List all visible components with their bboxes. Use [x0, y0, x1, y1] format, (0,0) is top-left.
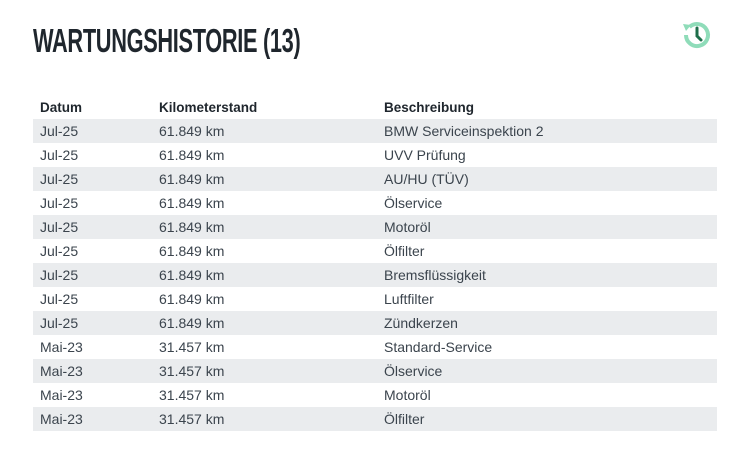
cell-description: AU/HU (TÜV)	[384, 171, 469, 187]
cell-description: Luftfilter	[384, 291, 434, 307]
cell-description: Zündkerzen	[384, 315, 458, 331]
cell-description: Standard-Service	[384, 339, 493, 355]
cell-mileage: 31.457 km	[159, 339, 225, 355]
cell-date: Mai-23	[40, 387, 83, 403]
table-row: Jul-25 61.849 km AU/HU (TÜV)	[33, 167, 717, 191]
cell-mileage: 61.849 km	[159, 171, 225, 187]
cell-description: Ölservice	[384, 363, 443, 379]
table-row: Jul-25 61.849 km Luftfilter	[33, 287, 717, 311]
cell-mileage: 61.849 km	[159, 123, 225, 139]
history-icon[interactable]	[680, 18, 714, 52]
cell-mileage: 61.849 km	[159, 267, 225, 283]
table-row: Mai-23 31.457 km Ölfilter	[33, 407, 717, 431]
cell-description: Ölfilter	[384, 411, 425, 427]
table-header-row: Datum Kilometerstand Beschreibung	[33, 95, 717, 119]
cell-date: Jul-25	[40, 171, 79, 187]
cell-description: Ölservice	[384, 195, 443, 211]
column-header-description: Beschreibung	[384, 99, 475, 115]
cell-description: Ölfilter	[384, 243, 425, 259]
table-row: Jul-25 61.849 km Zündkerzen	[33, 311, 717, 335]
cell-date: Jul-25	[40, 291, 79, 307]
table-row: Jul-25 61.849 km Motoröl	[33, 215, 717, 239]
table-row: Jul-25 61.849 km Ölservice	[33, 191, 717, 215]
cell-date: Jul-25	[40, 195, 79, 211]
column-header-date: Datum	[40, 99, 83, 115]
column-header-mileage: Kilometerstand	[159, 99, 258, 115]
table-row: Mai-23 31.457 km Motoröl	[33, 383, 717, 407]
cell-date: Jul-25	[40, 243, 79, 259]
cell-mileage: 31.457 km	[159, 363, 225, 379]
cell-description: Motoröl	[384, 387, 431, 403]
table-row: Mai-23 31.457 km Ölservice	[33, 359, 717, 383]
table-row: Jul-25 61.849 km Ölfilter	[33, 239, 717, 263]
cell-date: Mai-23	[40, 411, 83, 427]
cell-description: Motoröl	[384, 219, 431, 235]
cell-date: Jul-25	[40, 219, 79, 235]
cell-mileage: 61.849 km	[159, 243, 225, 259]
cell-description: UVV Prüfung	[384, 147, 466, 163]
cell-mileage: 61.849 km	[159, 147, 225, 163]
cell-date: Mai-23	[40, 339, 83, 355]
cell-date: Mai-23	[40, 363, 83, 379]
cell-mileage: 61.849 km	[159, 219, 225, 235]
table-row: Jul-25 61.849 km Bremsflüssigkeit	[33, 263, 717, 287]
cell-mileage: 31.457 km	[159, 387, 225, 403]
cell-date: Jul-25	[40, 123, 79, 139]
cell-date: Jul-25	[40, 315, 79, 331]
page-title: WARTUNGSHISTORIE (13)	[33, 22, 301, 59]
maintenance-history-table: Datum Kilometerstand Beschreibung Jul-25…	[33, 95, 717, 431]
table-row: Jul-25 61.849 km BMW Serviceinspektion 2	[33, 119, 717, 143]
cell-mileage: 31.457 km	[159, 411, 225, 427]
table-row: Mai-23 31.457 km Standard-Service	[33, 335, 717, 359]
cell-description: BMW Serviceinspektion 2	[384, 123, 544, 139]
cell-date: Jul-25	[40, 147, 79, 163]
cell-date: Jul-25	[40, 267, 79, 283]
cell-mileage: 61.849 km	[159, 195, 225, 211]
cell-mileage: 61.849 km	[159, 315, 225, 331]
cell-description: Bremsflüssigkeit	[384, 267, 486, 283]
cell-mileage: 61.849 km	[159, 291, 225, 307]
table-row: Jul-25 61.849 km UVV Prüfung	[33, 143, 717, 167]
